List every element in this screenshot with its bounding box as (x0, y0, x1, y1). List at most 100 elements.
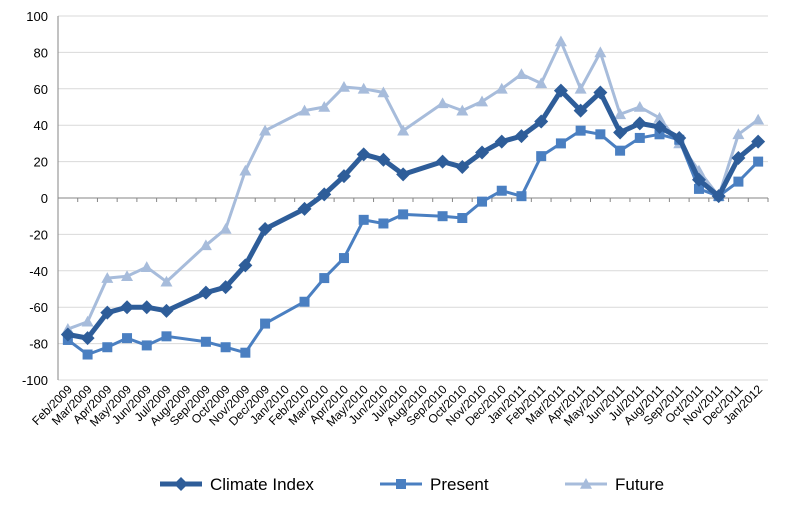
future-point (219, 222, 232, 234)
legend-label-present: Present (430, 475, 489, 494)
future-point (140, 261, 153, 272)
y-tick-label: 80 (34, 45, 48, 60)
present-point (319, 273, 330, 284)
future-point (476, 95, 489, 107)
present-point (82, 349, 93, 360)
future-point (121, 270, 134, 282)
climate-index-point (593, 85, 608, 100)
legend-item-present: Present (380, 475, 489, 494)
climate-index-point (632, 116, 647, 131)
y-tick-label: -40 (29, 264, 48, 279)
present-point (220, 342, 231, 353)
y-tick-label: 60 (34, 82, 48, 97)
climate-index-point (139, 300, 154, 315)
present-point (753, 156, 764, 167)
climate-index-point (218, 280, 233, 295)
climate-index-point (258, 221, 273, 236)
climate-index-point (455, 160, 470, 175)
climate-index-point (573, 103, 588, 118)
present-line (66, 129, 760, 357)
future-series (61, 35, 765, 334)
future-point (456, 104, 469, 116)
present-point (378, 218, 389, 229)
climate-index-point (514, 129, 529, 144)
future-point (259, 124, 272, 136)
present-point (161, 331, 172, 342)
present-point (358, 214, 369, 225)
climate-index-point (80, 331, 95, 346)
future-point (436, 97, 449, 109)
present-point (240, 347, 251, 358)
legend-item-climate-index: Climate Index (160, 475, 314, 494)
present-point (338, 253, 349, 264)
climate-index-point (336, 169, 351, 184)
future-point (732, 128, 745, 140)
present-point (141, 340, 152, 351)
y-tick-label: 0 (41, 191, 48, 206)
climate-index-point (238, 258, 253, 273)
future-point (337, 80, 350, 92)
present-point (437, 211, 448, 222)
present-point (200, 336, 211, 347)
y-axis-tick-labels: -100 -80 -60 -40 -20 0 20 40 60 80 100 (22, 9, 48, 388)
present-point (555, 138, 566, 149)
present-point (595, 129, 606, 140)
future-point (318, 101, 331, 112)
climate-index-point (297, 201, 312, 216)
legend-climate-index-point (174, 477, 188, 491)
present-point (615, 145, 626, 156)
y-tick-label: -100 (22, 373, 48, 388)
y-tick-label: -20 (29, 227, 48, 242)
future-point (377, 86, 390, 98)
present-point (398, 209, 409, 220)
future-point (752, 113, 765, 125)
future-point (81, 315, 94, 327)
present-point (122, 333, 133, 344)
climate-index-point (60, 327, 75, 342)
climate-index-point (672, 130, 687, 145)
climate-index-point (553, 83, 568, 98)
climate-index-point (691, 172, 706, 187)
legend-label-future: Future (615, 475, 664, 494)
present-point (634, 132, 645, 143)
present-point (102, 342, 113, 353)
present-point (654, 129, 665, 140)
future-point (633, 101, 646, 112)
present-point (516, 191, 527, 202)
climate-index-point (613, 125, 628, 140)
present-point (536, 151, 547, 162)
climate-index-point (475, 145, 490, 160)
climate-index-point (751, 134, 766, 149)
future-point (653, 111, 666, 123)
y-tick-label: 20 (34, 155, 48, 170)
future-point (495, 82, 508, 94)
series-group (60, 35, 766, 360)
future-point (535, 77, 548, 89)
axes (57, 16, 769, 380)
future-point (614, 108, 627, 120)
present-point (575, 125, 586, 136)
y-tick-label: -80 (29, 337, 48, 352)
future-point (160, 275, 173, 287)
climate-index-point (731, 150, 746, 165)
climate-index-point (376, 152, 391, 167)
future-point (101, 272, 114, 283)
y-tick-label: 40 (34, 118, 48, 133)
climate-index-point (711, 189, 726, 204)
present-point (260, 318, 271, 329)
present-point (477, 196, 488, 207)
present-point (457, 213, 468, 224)
future-point (298, 104, 311, 116)
legend-present-point (396, 479, 406, 489)
climate-index-point (317, 187, 332, 202)
future-point (239, 164, 252, 176)
legend: Climate Index Present Future (160, 475, 664, 494)
y-tick-label: -60 (29, 300, 48, 315)
legend-future-point (580, 478, 592, 489)
climate-index-point (198, 285, 213, 300)
climate-index-point (100, 305, 115, 320)
legend-label-climate-index: Climate Index (210, 475, 314, 494)
climate-index-point (652, 120, 667, 135)
climate-index-point (120, 300, 135, 315)
